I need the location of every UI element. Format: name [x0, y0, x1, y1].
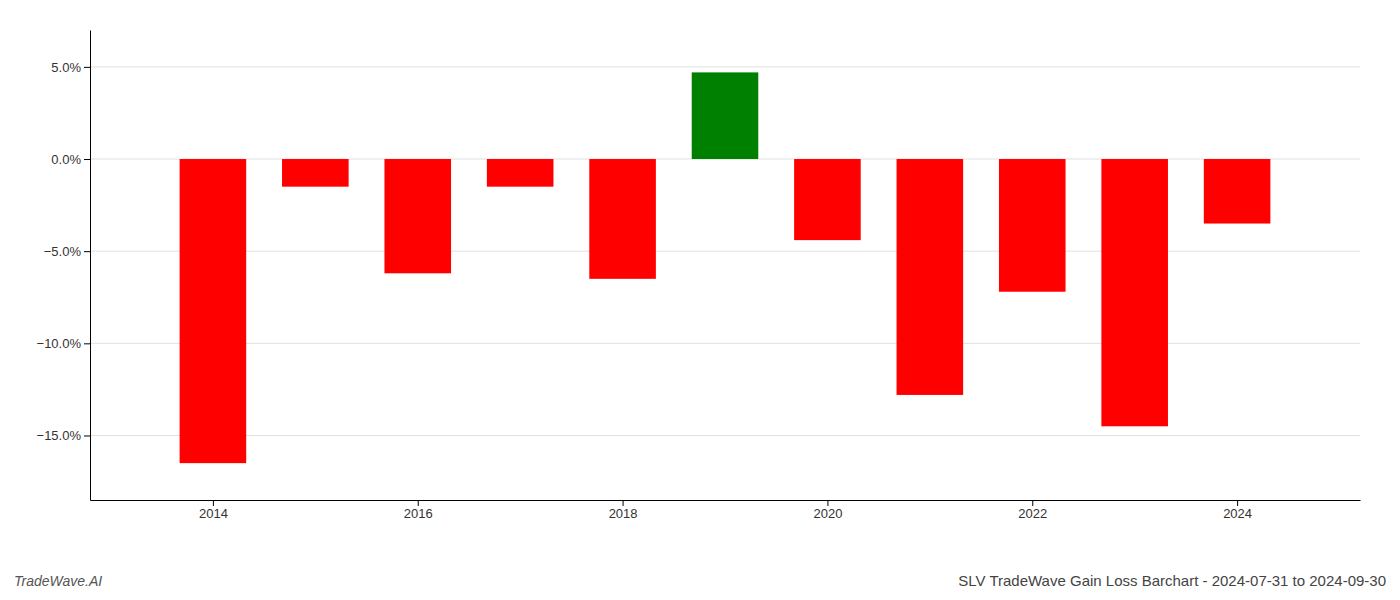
x-tick-label: 2022: [1018, 506, 1047, 521]
bar: [794, 159, 861, 240]
y-tick-label: 0.0%: [51, 152, 81, 167]
bar: [1101, 159, 1168, 426]
bar: [589, 159, 656, 279]
x-tick-label: 2020: [813, 506, 842, 521]
bar: [1204, 159, 1271, 224]
x-tick-mark: [213, 500, 214, 506]
grid-line: [90, 435, 1360, 436]
chart: 2014 2016 2018 2020 2022 2024 5.0% 0.0% −5.0% −10…: [0, 0, 1400, 600]
grid-line: [90, 66, 1360, 67]
y-tick-mark: [84, 67, 90, 68]
x-tick-mark: [1237, 500, 1238, 506]
grid-line: [90, 343, 1360, 344]
x-tick: 2014: [199, 500, 228, 521]
y-tick: −15.0%: [37, 428, 90, 443]
y-tick-label: −5.0%: [44, 244, 82, 259]
title: SLV TradeWave Gain Loss Barchart - 2024-…: [958, 572, 1386, 589]
bar: [897, 159, 964, 395]
x-tick: 2020: [813, 500, 842, 521]
x-tick: 2024: [1223, 500, 1252, 521]
x-tick-mark: [827, 500, 828, 506]
x-tick-mark: [623, 500, 624, 506]
y-tick: −5.0%: [44, 244, 90, 259]
y-tick-mark: [84, 251, 90, 252]
bars: [180, 72, 1271, 463]
bar: [180, 159, 247, 463]
x-tick-label: 2016: [404, 506, 433, 521]
y-tick-mark: [84, 159, 90, 160]
y-tick-label: 5.0%: [51, 60, 81, 75]
y-tick: 5.0%: [51, 60, 90, 75]
x-tick-label: 2014: [199, 506, 228, 521]
y-axis: 5.0% 0.0% −5.0% −10.0% −15.0%: [37, 31, 91, 501]
bar: [282, 159, 349, 187]
x-axis: 2014 2016 2018 2020 2022 2024: [91, 500, 1361, 521]
y-tick-mark: [84, 435, 90, 436]
y-tick: −10.0%: [37, 336, 90, 351]
grid-line: [90, 251, 1360, 252]
bar: [692, 72, 759, 159]
watermark: TradeWave.AI: [14, 573, 102, 589]
x-axis-line: [91, 500, 1361, 501]
y-tick-mark: [84, 343, 90, 344]
y-tick: 0.0%: [51, 152, 90, 167]
x-tick-mark: [418, 500, 419, 506]
x-tick-mark: [1032, 500, 1033, 506]
y-tick-label: −10.0%: [37, 336, 82, 351]
bar: [384, 159, 451, 273]
x-tick: 2018: [609, 500, 638, 521]
bar: [487, 159, 554, 187]
grid: [90, 67, 1360, 436]
chart-container: 2014 2016 2018 2020 2022 2024 5.0% 0.0% −5.0% −10…: [0, 0, 1400, 600]
x-tick-label: 2018: [609, 506, 638, 521]
x-tick-label: 2024: [1223, 506, 1252, 521]
x-tick: 2016: [404, 500, 433, 521]
y-tick-label: −15.0%: [37, 428, 82, 443]
y-axis-line: [90, 31, 91, 501]
bar: [999, 159, 1066, 292]
x-tick: 2022: [1018, 500, 1047, 521]
